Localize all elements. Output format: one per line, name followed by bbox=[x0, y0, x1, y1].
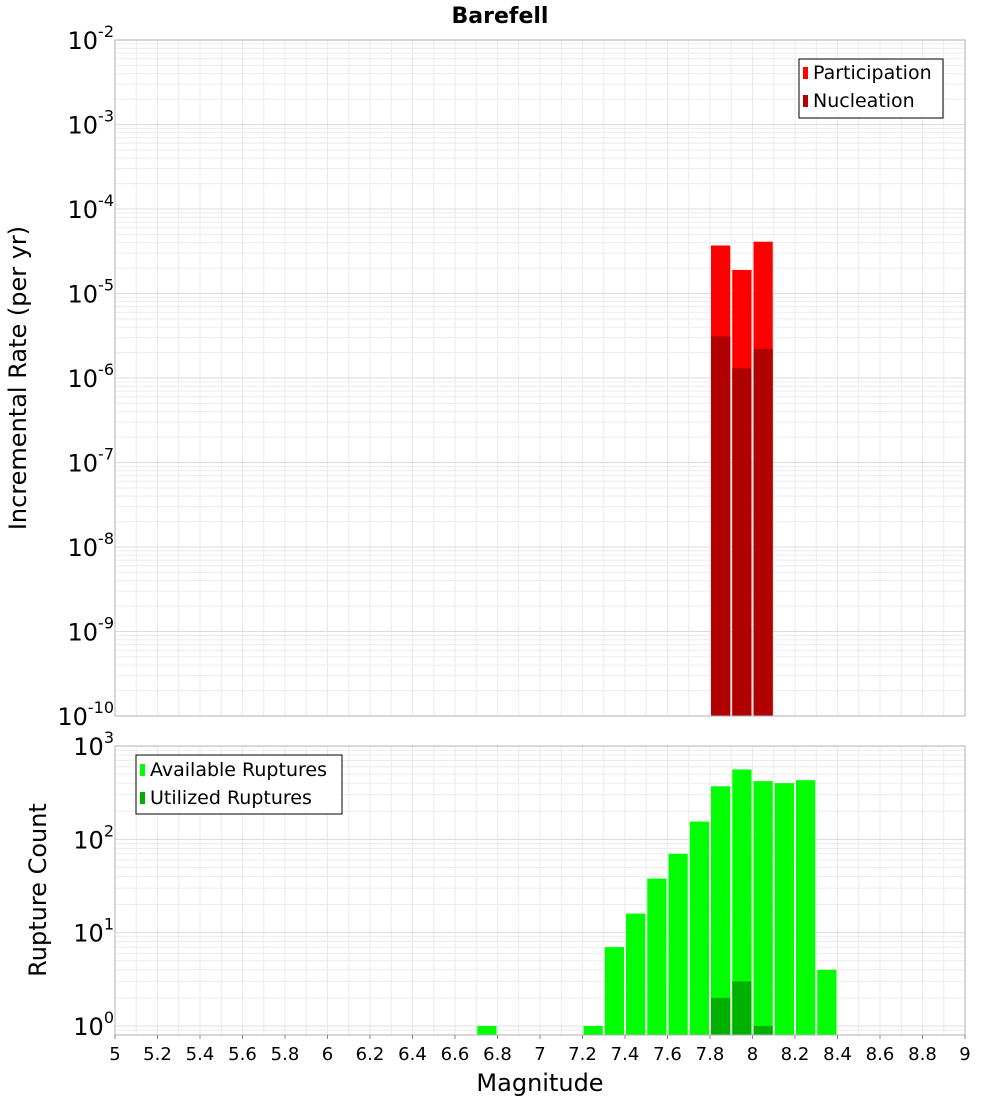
bottom-bar-available-ruptures bbox=[689, 821, 709, 1035]
bottom-legend: Available Ruptures Utilized Ruptures bbox=[135, 754, 343, 815]
bottom-bar-available-ruptures bbox=[477, 1025, 497, 1035]
bottom-y-tick-label: 100 bbox=[73, 1008, 114, 1041]
bottom-y-tick-label: 103 bbox=[73, 728, 114, 761]
bottom-bar-available-ruptures bbox=[626, 913, 646, 1035]
top-y-tick-label: 10-8 bbox=[68, 529, 115, 562]
nucleation-legend-label: Nucleation bbox=[813, 90, 915, 112]
top-grid bbox=[114, 39, 966, 717]
top-legend: Participation Nucleation bbox=[798, 58, 944, 119]
top-legend-box bbox=[798, 58, 944, 119]
x-tick-label: 7.2 bbox=[568, 1044, 597, 1065]
bottom-bar-available-ruptures bbox=[604, 947, 624, 1035]
top-bar-nucleation bbox=[711, 336, 731, 716]
x-tick-label: 7.8 bbox=[696, 1044, 725, 1065]
x-tick-label: 6 bbox=[322, 1044, 333, 1065]
bottom-legend-box bbox=[135, 754, 343, 815]
top-bar-nucleation bbox=[732, 368, 752, 716]
utilized-ruptures-legend-swatch bbox=[140, 792, 145, 804]
chart-title: Barefell bbox=[452, 4, 549, 29]
participation-legend-swatch bbox=[803, 67, 808, 79]
bottom-bar-available-ruptures bbox=[817, 969, 837, 1035]
top-bar-nucleation bbox=[753, 349, 773, 716]
bottom-y-axis-label: Rupture Count bbox=[24, 803, 52, 977]
participation-legend-label: Participation bbox=[813, 62, 932, 84]
bottom-y-tick-label: 101 bbox=[73, 915, 114, 948]
bottom-bar-available-ruptures bbox=[732, 769, 752, 1035]
x-axis-label: Magnitude bbox=[476, 1069, 603, 1097]
bottom-bar-utilized-ruptures bbox=[711, 997, 731, 1035]
x-tick-label: 8.4 bbox=[823, 1044, 852, 1065]
x-tick-label: 8.2 bbox=[781, 1044, 810, 1065]
x-tick-label: 6.6 bbox=[441, 1044, 470, 1065]
bottom-bar-available-ruptures bbox=[647, 878, 667, 1035]
bottom-bar-utilized-ruptures bbox=[732, 981, 752, 1035]
x-tick-label: 6.8 bbox=[483, 1044, 512, 1065]
x-tick-label: 7.6 bbox=[653, 1044, 682, 1065]
x-tick-label: 9 bbox=[959, 1044, 970, 1065]
bottom-bar-available-ruptures bbox=[583, 1025, 603, 1035]
x-tick-label: 5 bbox=[109, 1044, 120, 1065]
top-y-tick-label: 10-4 bbox=[68, 191, 115, 224]
x-tick-label: 5.2 bbox=[143, 1044, 172, 1065]
x-tick-label: 8.6 bbox=[866, 1044, 895, 1065]
x-tick-label: 7 bbox=[534, 1044, 545, 1065]
bottom-bar-available-ruptures bbox=[796, 780, 816, 1035]
x-tick-label: 6.4 bbox=[398, 1044, 427, 1065]
available-ruptures-legend-swatch bbox=[140, 764, 145, 776]
x-axis: 5 5.2 5.4 5.6 5.8 6 6.2 6.4 6.6 6.8 7 7.2 7.4 7.6 7.8 8… bbox=[109, 1035, 971, 1065]
x-tick-label: 8.8 bbox=[908, 1044, 937, 1065]
bottom-y-axis: 100 101 102 103 bbox=[73, 728, 114, 1041]
top-y-tick-label: 10-7 bbox=[68, 445, 115, 478]
available-ruptures-legend-label: Available Ruptures bbox=[150, 759, 327, 781]
bottom-bar-available-ruptures bbox=[711, 786, 731, 1035]
bottom-bar-available-ruptures bbox=[753, 781, 773, 1035]
x-tick-label: 8 bbox=[747, 1044, 758, 1065]
x-tick-label: 7.4 bbox=[611, 1044, 640, 1065]
top-y-tick-label: 10-6 bbox=[68, 360, 115, 393]
top-y-axis: 10-10 10-9 10-8 10-7 10-6 10-5 10-4 10-3 10-2 bbox=[57, 22, 114, 731]
bottom-bar-available-ruptures bbox=[774, 783, 794, 1035]
x-tick-label: 6.2 bbox=[356, 1044, 385, 1065]
x-tick-label: 5.4 bbox=[186, 1044, 215, 1065]
utilized-ruptures-legend-label: Utilized Ruptures bbox=[150, 787, 312, 809]
top-y-tick-label: 10-9 bbox=[68, 614, 115, 647]
top-y-tick-label: 10-3 bbox=[68, 107, 115, 140]
x-tick-label: 5.8 bbox=[271, 1044, 300, 1065]
top-y-tick-label: 10-2 bbox=[68, 22, 115, 55]
top-y-tick-label: 10-5 bbox=[68, 276, 115, 309]
top-bars bbox=[711, 241, 773, 717]
top-y-axis-label: Incremental Rate (per yr) bbox=[4, 226, 32, 530]
top-y-tick-label: 10-10 bbox=[57, 698, 114, 731]
x-tick-label: 5.6 bbox=[228, 1044, 257, 1065]
bottom-bar-available-ruptures bbox=[668, 853, 688, 1035]
bottom-y-tick-label: 102 bbox=[73, 821, 114, 854]
bottom-bars bbox=[477, 769, 837, 1035]
nucleation-legend-swatch bbox=[803, 95, 808, 107]
bottom-bar-utilized-ruptures bbox=[753, 1025, 773, 1035]
top-plot-frame bbox=[114, 39, 966, 717]
